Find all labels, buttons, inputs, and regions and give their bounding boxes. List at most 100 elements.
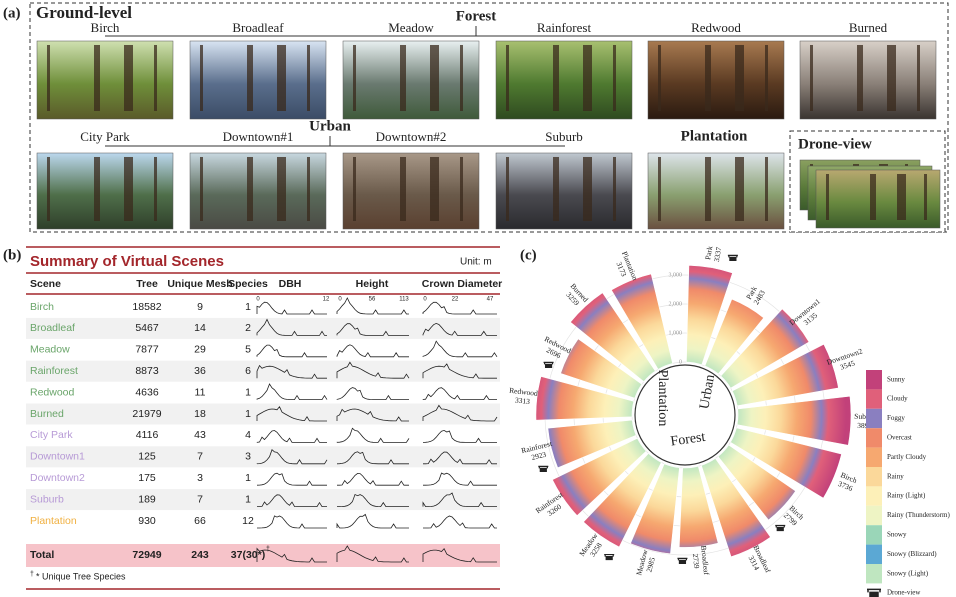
- axis-label: 113: [399, 297, 409, 303]
- bar: [700, 457, 771, 558]
- bar-total: 2739: [691, 553, 702, 569]
- bar-total: 3337: [712, 246, 724, 263]
- cell: 21979: [132, 408, 161, 420]
- legend-swatch: [866, 389, 882, 409]
- scene-image: [495, 152, 633, 230]
- cell: 1: [245, 408, 251, 420]
- sparkline: [336, 427, 410, 443]
- cell: Birch: [30, 301, 54, 313]
- axis-label: 0: [256, 297, 260, 303]
- tree-trunk: [613, 157, 616, 221]
- sparkline: [422, 492, 497, 507]
- cell: Burned: [30, 408, 64, 420]
- cell: 12: [242, 515, 254, 527]
- legend-swatch: [866, 370, 882, 390]
- scene-name: Birch: [91, 20, 120, 35]
- bar: [535, 376, 635, 421]
- tree-trunk: [400, 45, 406, 111]
- tree-trunk: [124, 45, 133, 111]
- sparkline: [422, 363, 497, 379]
- group-label: Urban: [697, 373, 718, 410]
- cell: City Park: [30, 429, 73, 441]
- tree-trunk: [553, 157, 559, 221]
- tree-trunk: [124, 157, 133, 221]
- tree-trunk: [705, 45, 711, 111]
- tree-trunk: [705, 157, 711, 221]
- legend-label: Cloudy: [887, 395, 908, 403]
- cell: Downtown1: [30, 451, 85, 463]
- tree-trunk: [613, 45, 616, 111]
- total-cell: Total: [30, 549, 54, 561]
- tree-trunk: [47, 157, 50, 221]
- sparkline: [423, 472, 497, 486]
- sparkline: [256, 318, 327, 336]
- scene-image: [799, 40, 937, 120]
- sparkline: [423, 451, 497, 465]
- bar: [630, 463, 680, 555]
- bar-total: 3897: [857, 421, 873, 431]
- scene-image: [189, 152, 327, 230]
- cell: 9: [197, 301, 203, 313]
- scene-name: City Park: [80, 129, 130, 144]
- tree-trunk: [430, 157, 439, 221]
- group-label: Plantation: [655, 370, 670, 427]
- group-label: Urban: [309, 118, 351, 134]
- bar-name: Redwood: [509, 386, 539, 398]
- cell: 6: [245, 365, 251, 377]
- cell: 29: [194, 344, 206, 356]
- row-bg: [26, 317, 500, 339]
- cell: 14: [194, 322, 206, 334]
- scene-image: [815, 169, 941, 229]
- drone-icon: [538, 465, 549, 472]
- bar: [720, 308, 810, 389]
- bar: [569, 292, 656, 383]
- column-header: Height: [356, 278, 389, 290]
- tree-trunk: [47, 45, 50, 111]
- bar: [560, 338, 643, 399]
- cell: 5467: [135, 322, 159, 334]
- tree-trunk: [658, 45, 661, 111]
- scene-image: [189, 40, 327, 120]
- scene-name: Rainforest: [537, 20, 592, 35]
- scene-image: [495, 40, 633, 120]
- bar: [551, 437, 647, 517]
- drone-icon: [604, 553, 615, 561]
- legend-swatch: [866, 486, 882, 506]
- sparkline: [256, 364, 327, 379]
- sparkline: [337, 472, 409, 486]
- sparkline: [336, 361, 410, 379]
- cell: 66: [194, 515, 206, 527]
- tree-trunk: [583, 157, 592, 221]
- bar: [704, 298, 765, 375]
- cell: Rainforest: [30, 365, 78, 377]
- tree-trunk: [553, 45, 559, 111]
- cell: Meadow: [30, 344, 70, 356]
- bar: [547, 419, 637, 469]
- legend-label: Rainy: [887, 472, 904, 480]
- scene-image: [342, 152, 480, 230]
- column-header: DBH: [279, 278, 302, 290]
- tree-trunk: [765, 157, 768, 221]
- cell: 18582: [132, 301, 161, 313]
- tree-trunk: [154, 157, 157, 221]
- tree-trunk: [917, 45, 920, 111]
- bar: [583, 453, 662, 548]
- group-label: Forest: [456, 8, 497, 24]
- total-cell: 37(30*): [231, 549, 265, 561]
- tree-trunk: [94, 157, 100, 221]
- drone-icon: [677, 557, 688, 565]
- tree-trunk: [460, 157, 463, 221]
- bar-name: Suburb: [854, 412, 876, 422]
- tree-trunk: [400, 157, 406, 221]
- drone-icon: [727, 254, 738, 261]
- scene-name: Meadow: [388, 20, 434, 35]
- tree-trunk: [307, 45, 310, 111]
- bar-name: Broadleaf: [699, 545, 711, 576]
- cell: 7: [197, 451, 203, 463]
- group-label: Forest: [670, 430, 707, 450]
